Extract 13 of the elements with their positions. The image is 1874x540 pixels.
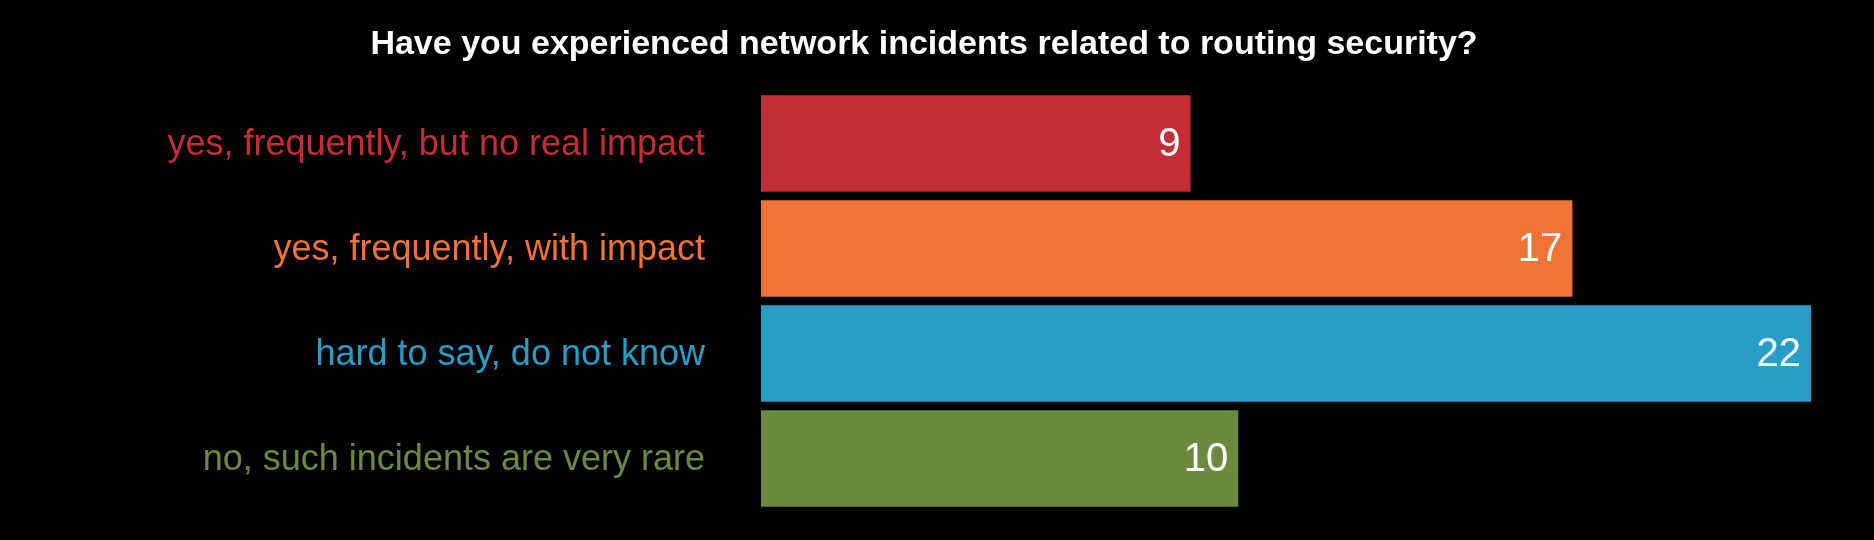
data-label: 9 [1158, 119, 1181, 164]
bar [761, 95, 1191, 192]
data-label: 10 [1183, 434, 1229, 479]
data-label: 22 [1756, 329, 1801, 374]
y-tick-label: no, such incidents are very rare [202, 436, 705, 478]
y-tick-label: yes, frequently, but no real impact [167, 121, 705, 163]
bar [761, 410, 1239, 507]
bar [761, 305, 1811, 402]
y-tick-label: yes, frequently, with impact [273, 226, 705, 268]
bar [761, 200, 1573, 297]
chart-title: Have you experienced network incidents related to routing security? [370, 23, 1478, 61]
y-tick-label: hard to say, do not know [315, 331, 706, 373]
data-label: 17 [1517, 224, 1563, 269]
